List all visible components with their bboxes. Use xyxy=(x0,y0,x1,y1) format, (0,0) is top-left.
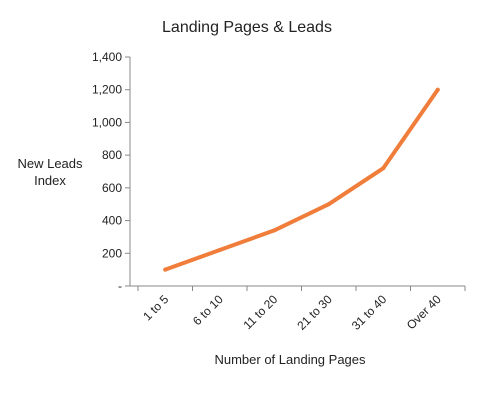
y-tick-label: 600 xyxy=(102,181,122,195)
y-tick-label: 200 xyxy=(102,246,122,260)
x-tick-label: 21 to 30 xyxy=(294,292,335,333)
x-tick-label: 1 to 5 xyxy=(140,292,171,323)
series-line xyxy=(165,90,438,270)
data-point xyxy=(272,228,276,232)
y-tick-label: 400 xyxy=(102,214,122,228)
x-tick-label: 6 to 10 xyxy=(190,292,226,328)
data-point xyxy=(163,268,167,272)
data-point xyxy=(436,88,440,92)
y-tick-label: 1,000 xyxy=(92,115,122,129)
x-tick-label: Over 40 xyxy=(404,292,444,332)
y-tick-label: - xyxy=(118,279,122,293)
data-point xyxy=(327,202,331,206)
y-tick-label: 1,200 xyxy=(92,83,122,97)
x-tick-label: 11 to 20 xyxy=(240,292,280,332)
data-point xyxy=(218,248,222,252)
x-tick-label: 31 to 40 xyxy=(349,292,390,333)
y-tick-label: 800 xyxy=(102,148,122,162)
data-point xyxy=(381,166,385,170)
y-tick-label: 1,400 xyxy=(92,50,122,64)
